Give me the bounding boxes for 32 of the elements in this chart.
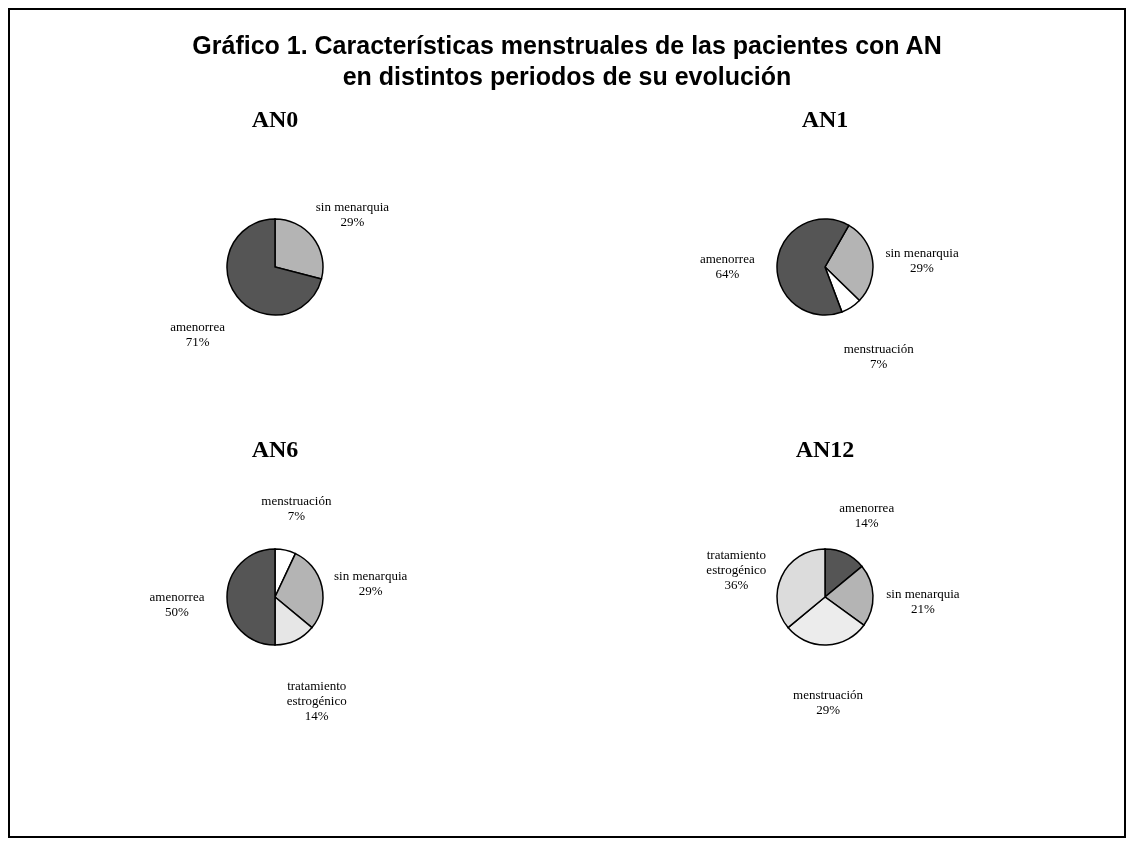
slice-label: menstruación	[843, 340, 915, 356]
data-label: 36%	[724, 576, 749, 592]
chart-title: AN0	[251, 105, 299, 132]
slice-label: tratamiento estrogénico	[286, 677, 347, 708]
slice-label: menstruación	[793, 686, 864, 702]
slice-label: tratamiento estrogénico	[706, 546, 767, 577]
data-label: 29%	[910, 259, 935, 275]
slice-label: amenorrea	[699, 250, 755, 266]
slice-label: sin menarquia	[885, 244, 959, 260]
data-label: 29%	[340, 213, 365, 229]
data-label: 7%	[870, 355, 888, 371]
data-label: 71%	[185, 333, 210, 349]
data-label: 7%	[287, 507, 306, 523]
slice-label: amenorrea	[149, 588, 205, 604]
slice-label: amenorrea	[839, 499, 895, 515]
slice-label: sin menarquia	[315, 198, 390, 214]
slice-label: menstruación	[261, 492, 332, 508]
pie-slice	[226, 217, 323, 316]
data-label: 14%	[854, 514, 879, 530]
data-label: 29%	[816, 701, 841, 717]
slice-label: sin menarquia	[886, 585, 960, 601]
chart-title: AN12	[795, 435, 855, 462]
data-label: 14%	[304, 707, 329, 723]
slice-label: sin menarquia	[333, 567, 408, 583]
data-label: 64%	[715, 265, 740, 281]
chart-title: AN1	[801, 105, 849, 132]
slice-label: amenorrea	[170, 318, 226, 334]
chart-title: AN6	[251, 435, 299, 462]
data-label: 21%	[911, 600, 936, 616]
data-label: 29%	[358, 582, 383, 598]
data-label: 50%	[165, 603, 190, 619]
text: Gráfico 1. Características menstruales de las pacientes con AN en distintos periodos de su evolución	[191, 30, 943, 93]
